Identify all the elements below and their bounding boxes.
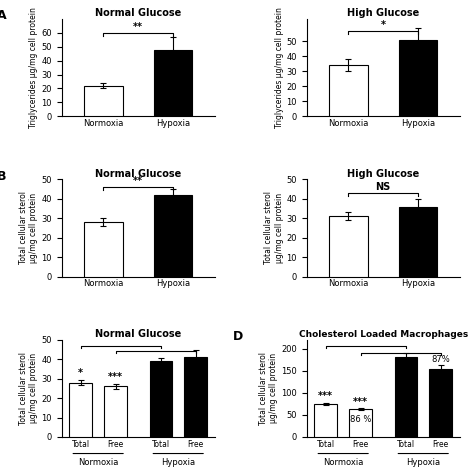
Bar	[349, 409, 372, 437]
Text: A: A	[0, 10, 7, 22]
Bar	[84, 222, 122, 276]
Bar	[154, 195, 192, 276]
Text: Normoxia: Normoxia	[323, 458, 364, 467]
Text: Hypoxia: Hypoxia	[161, 458, 195, 467]
Title: Normal Glucose: Normal Glucose	[95, 169, 182, 179]
Bar	[394, 357, 417, 437]
Bar	[184, 357, 207, 437]
Bar	[399, 207, 437, 276]
Title: Normal Glucose: Normal Glucose	[95, 329, 182, 339]
Y-axis label: Triglycerides μg/mg cell protein: Triglycerides μg/mg cell protein	[274, 7, 283, 128]
Text: *: *	[381, 20, 386, 30]
Bar	[429, 369, 452, 437]
Y-axis label: Triglycerides μg/mg cell protein: Triglycerides μg/mg cell protein	[29, 7, 38, 128]
Title: High Glucose: High Glucose	[347, 8, 419, 18]
Y-axis label: Total cellular sterol
μg/mg cell protein: Total cellular sterol μg/mg cell protein	[264, 191, 283, 265]
Y-axis label: Total cellular sterol
μg/mg cell protein: Total cellular sterol μg/mg cell protein	[259, 352, 278, 425]
Bar	[329, 216, 367, 276]
Bar	[84, 86, 122, 116]
Bar	[154, 49, 192, 116]
Y-axis label: Total cellular sterol
μg/mg cell protein: Total cellular sterol μg/mg cell protein	[19, 191, 38, 265]
Text: Hypoxia: Hypoxia	[406, 458, 440, 467]
Text: **: **	[133, 176, 143, 186]
Text: B: B	[0, 170, 7, 183]
Title: Normal Glucose: Normal Glucose	[95, 8, 182, 18]
Bar	[399, 40, 437, 116]
Y-axis label: Total cellular sterol
μg/mg cell protein: Total cellular sterol μg/mg cell protein	[19, 352, 38, 425]
Text: 86 %: 86 %	[350, 415, 371, 424]
Text: ***: ***	[318, 390, 333, 400]
Bar	[314, 404, 337, 437]
Text: D: D	[233, 330, 243, 343]
Text: NS: NS	[375, 182, 391, 192]
Text: 87%: 87%	[431, 355, 450, 364]
Bar	[149, 361, 172, 437]
Text: ***: ***	[108, 371, 123, 381]
Text: Normoxia: Normoxia	[78, 458, 118, 467]
Title: High Glucose: High Glucose	[347, 169, 419, 179]
Bar	[329, 66, 367, 116]
Bar	[104, 387, 127, 437]
Text: *: *	[78, 368, 83, 378]
Text: **: **	[133, 22, 143, 32]
Title: Cholesterol Loaded Macrophages: Cholesterol Loaded Macrophages	[299, 330, 468, 339]
Bar	[70, 382, 92, 437]
Text: ***: ***	[353, 397, 368, 407]
